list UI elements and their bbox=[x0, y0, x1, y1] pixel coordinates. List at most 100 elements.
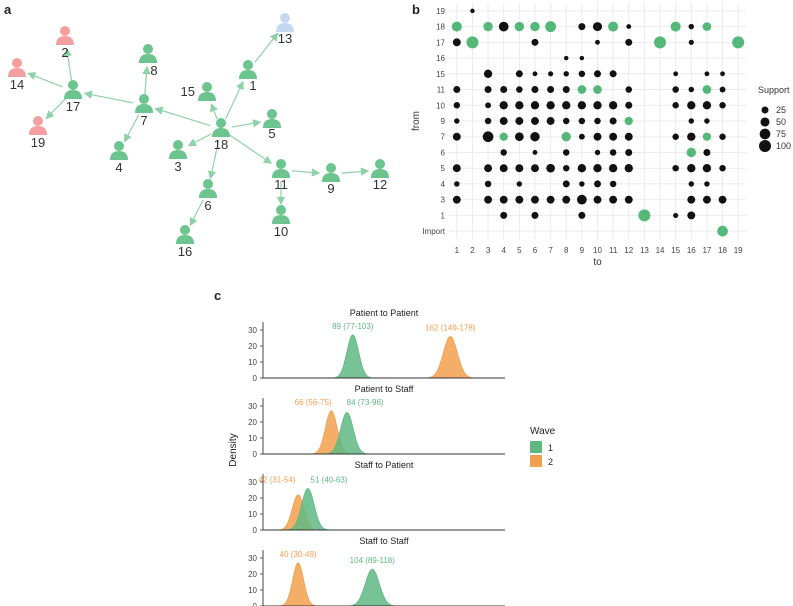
support-dot bbox=[638, 209, 651, 222]
density-y-tick: 10 bbox=[248, 434, 257, 443]
support-dot bbox=[562, 195, 571, 204]
node-label-2: 2 bbox=[61, 45, 68, 60]
support-dot bbox=[562, 86, 570, 94]
person-icon bbox=[33, 116, 43, 126]
x-tick-label: 1 bbox=[455, 246, 460, 255]
wave-legend-label: 1 bbox=[548, 443, 553, 453]
support-dot bbox=[515, 117, 524, 125]
node-label-5: 5 bbox=[268, 126, 275, 141]
legend-title: Support bbox=[758, 85, 790, 95]
support-dot bbox=[516, 181, 523, 187]
support-dot bbox=[670, 21, 681, 32]
person-icon bbox=[326, 163, 336, 173]
person-icon bbox=[276, 205, 286, 215]
support-dot bbox=[482, 131, 494, 143]
support-dot bbox=[673, 212, 679, 218]
support-dot bbox=[579, 55, 585, 61]
support-dot bbox=[484, 180, 492, 188]
support-dot bbox=[608, 101, 618, 110]
node-15 bbox=[198, 82, 216, 101]
person-icon bbox=[280, 13, 290, 23]
edge-9-12 bbox=[341, 167, 370, 176]
y-tick-label: 19 bbox=[436, 7, 445, 16]
support-dot bbox=[609, 70, 617, 78]
x-tick-label: 3 bbox=[486, 246, 491, 255]
support-dot bbox=[453, 102, 461, 109]
wave-legend-swatch bbox=[530, 455, 542, 467]
support-dot bbox=[688, 86, 695, 93]
density-y-tick: 0 bbox=[253, 374, 258, 383]
edge-18-11 bbox=[229, 134, 273, 164]
support-dot bbox=[546, 163, 555, 173]
support-dot bbox=[624, 116, 633, 126]
support-dot bbox=[500, 149, 507, 156]
density-label-wave2: 40 (30-49) bbox=[280, 550, 317, 559]
node-16 bbox=[176, 225, 194, 244]
legend-dot bbox=[759, 128, 771, 140]
support-dot bbox=[672, 133, 679, 140]
x-tick-label: 2 bbox=[470, 246, 475, 255]
legend-label: 25 bbox=[776, 105, 786, 115]
x-axis-title: to bbox=[593, 257, 602, 268]
node-6 bbox=[199, 179, 217, 198]
support-dot bbox=[546, 195, 555, 204]
support-dot bbox=[515, 164, 524, 173]
x-tick-label: 5 bbox=[517, 246, 522, 255]
density-y-tick: 0 bbox=[253, 450, 258, 459]
support-dot bbox=[578, 133, 585, 140]
node-11 bbox=[272, 159, 290, 178]
node-7 bbox=[135, 94, 153, 113]
support-dot bbox=[609, 149, 617, 156]
edge-18-7 bbox=[154, 106, 211, 127]
density-curve-wave1 bbox=[263, 411, 505, 455]
support-dot bbox=[531, 164, 539, 173]
node-19 bbox=[29, 116, 47, 135]
support-dot bbox=[578, 23, 586, 31]
person-icon bbox=[243, 60, 253, 70]
y-tick-label: 15 bbox=[436, 70, 445, 79]
node-label-11: 11 bbox=[274, 177, 288, 192]
support-dot bbox=[530, 21, 540, 32]
y-tick-label: 1 bbox=[441, 211, 446, 220]
x-tick-label: 8 bbox=[564, 246, 569, 255]
density-y-tick: 20 bbox=[248, 342, 257, 351]
support-dot bbox=[687, 195, 696, 204]
density-curve-wave2 bbox=[263, 410, 505, 455]
node-5 bbox=[263, 109, 281, 128]
support-dot bbox=[624, 164, 633, 173]
support-dot bbox=[625, 148, 633, 156]
support-dot bbox=[484, 117, 492, 125]
support-dot bbox=[499, 164, 508, 173]
legend-dot bbox=[760, 117, 770, 127]
person-icon bbox=[180, 225, 190, 235]
node-label-6: 6 bbox=[204, 198, 211, 213]
density-label-wave2: 42 (31-54) bbox=[259, 475, 296, 484]
x-tick-label: 19 bbox=[734, 246, 743, 255]
node-label-3: 3 bbox=[174, 159, 181, 174]
y-tick-label: 7 bbox=[441, 133, 446, 142]
edge-7-4 bbox=[124, 114, 140, 143]
support-dot bbox=[593, 132, 602, 141]
support-dot bbox=[548, 71, 554, 77]
support-dot bbox=[686, 147, 696, 158]
support-dot bbox=[732, 36, 745, 49]
node-label-14: 14 bbox=[10, 77, 24, 92]
x-tick-label: 18 bbox=[718, 246, 727, 255]
support-dot bbox=[719, 102, 726, 109]
person-icon bbox=[143, 44, 153, 54]
support-dot bbox=[579, 181, 585, 187]
support-dot bbox=[608, 164, 618, 173]
density-curve-wave1 bbox=[263, 568, 505, 606]
support-dot bbox=[515, 70, 523, 78]
density-label-wave1: 89 (77-103) bbox=[332, 322, 374, 331]
y-tick-label: 5 bbox=[441, 164, 446, 173]
support-dot bbox=[719, 133, 726, 140]
support-dot bbox=[498, 21, 509, 32]
support-dot bbox=[514, 132, 524, 142]
support-dot bbox=[564, 55, 569, 61]
person-icon bbox=[60, 26, 70, 36]
support-dot bbox=[688, 181, 695, 187]
y-tick-label: 18 bbox=[436, 23, 445, 32]
person-icon bbox=[12, 58, 22, 68]
